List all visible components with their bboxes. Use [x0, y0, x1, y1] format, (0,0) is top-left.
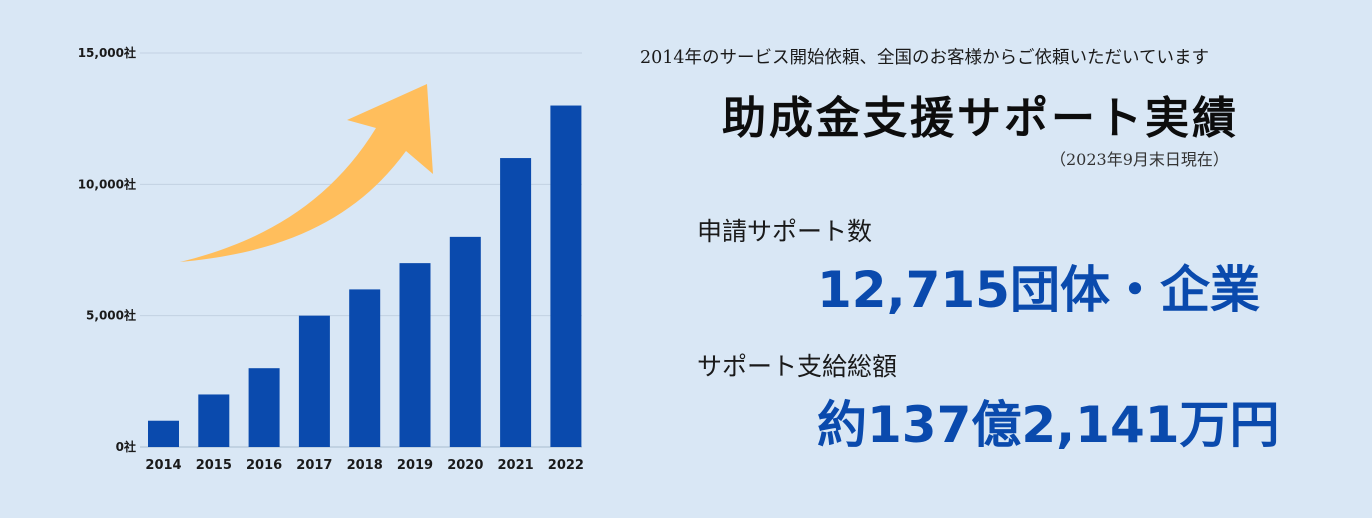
- y-tick-label: 10,000社: [78, 176, 136, 191]
- bar-2016: [248, 368, 280, 447]
- trend-arrow-icon: [180, 84, 433, 262]
- x-tick-label: 2020: [447, 458, 483, 473]
- x-tick-label: 2019: [397, 458, 433, 473]
- x-tick-label: 2017: [296, 458, 332, 473]
- y-tick-label: 0社: [116, 439, 136, 454]
- header-subtitle: 2014年のサービス開始依頼、全国のお客様からご依頼いただいています: [640, 48, 1210, 68]
- x-axis-tick-labels: 2014 2015 2016 2017 2018 2019 2020 2021 2022: [145, 458, 584, 473]
- bar-2018: [349, 289, 381, 447]
- y-axis-tick-labels: 0社 5,000社 10,000社 15,000社: [78, 45, 136, 454]
- stat-label-total-amount: サポート支給総額: [697, 352, 898, 381]
- bar-2022: [550, 105, 582, 448]
- stat-label-applications: 申請サポート数: [697, 217, 873, 246]
- bar-2019: [399, 263, 431, 447]
- x-tick-label: 2018: [347, 458, 383, 473]
- x-tick-label: 2021: [498, 458, 534, 473]
- x-tick-label: 2022: [548, 458, 584, 473]
- trend-arrow: [180, 84, 433, 262]
- stat-value-total-amount: 約137億2,141万円: [817, 396, 1280, 454]
- bar-2021: [500, 158, 532, 448]
- page-title: 助成金支援サポート実績: [722, 93, 1239, 144]
- stat-value-applications: 12,715団体・企業: [817, 261, 1260, 319]
- bar-2020: [449, 236, 481, 447]
- as-of-date: （2023年9月末日現在）: [1050, 150, 1229, 169]
- y-tick-label: 15,000社: [78, 45, 136, 60]
- x-tick-label: 2016: [246, 458, 282, 473]
- x-tick-label: 2015: [196, 458, 232, 473]
- x-tick-label: 2014: [145, 458, 181, 473]
- bar-2015: [198, 394, 230, 447]
- bar-2017: [298, 315, 330, 447]
- y-tick-label: 5,000社: [86, 308, 136, 323]
- bar-2014: [148, 420, 179, 447]
- chart-bars: [148, 105, 582, 448]
